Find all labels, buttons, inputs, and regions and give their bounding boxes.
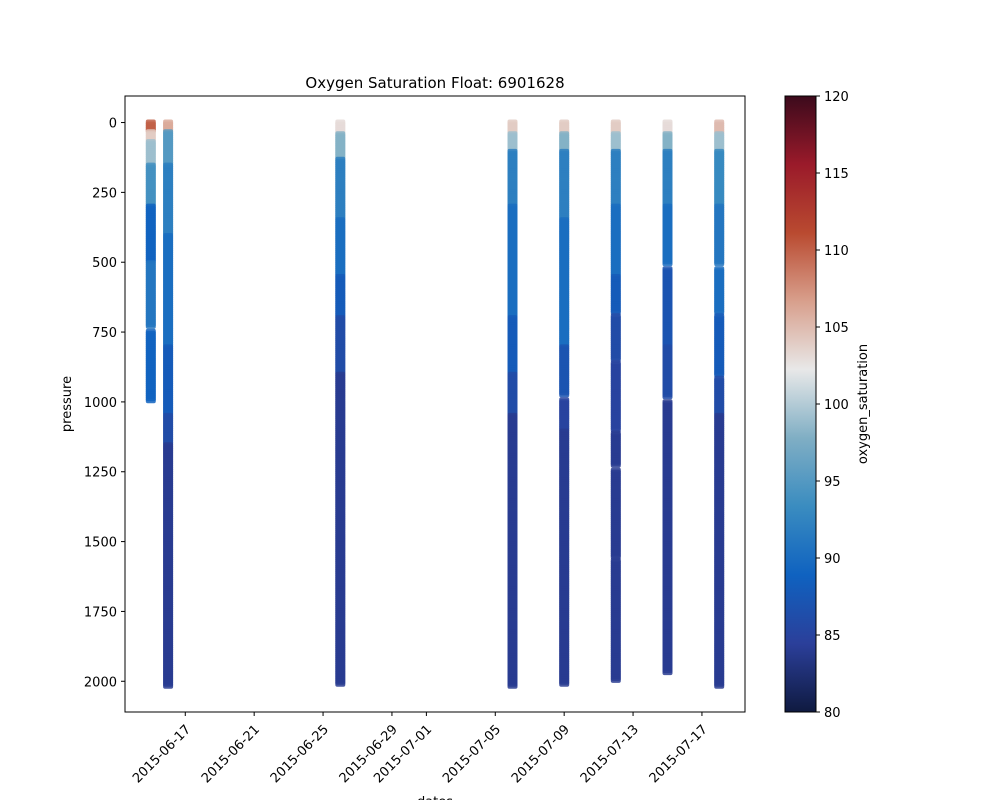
x-tick-label: 2015-07-09	[509, 722, 573, 786]
x-tick-label: 2015-07-05	[440, 722, 504, 786]
chart-title: Oxygen Saturation Float: 6901628	[305, 74, 564, 92]
plot-frame	[124, 95, 746, 713]
y-tick-label: 250	[92, 186, 117, 201]
plot-area	[125, 96, 745, 712]
colorbar-label: oxygen_saturation	[856, 344, 871, 464]
y-tick-label: 1000	[84, 396, 117, 411]
y-tick-label: 500	[92, 256, 117, 271]
y-tick-label: 2000	[84, 675, 117, 690]
data-point	[335, 680, 346, 687]
data-point	[662, 393, 673, 400]
profile-2015-06-26	[335, 119, 346, 687]
colorbar	[784, 95, 817, 713]
x-tick-label: 2015-07-17	[647, 722, 711, 786]
profile-2015-07-06	[507, 119, 518, 689]
data-point	[662, 260, 673, 267]
data-point	[507, 682, 518, 689]
data-point	[662, 669, 673, 676]
colorbar-tick-label: 80	[824, 706, 841, 721]
y-tick-label: 1250	[84, 466, 117, 481]
profile-2015-07-15	[662, 119, 673, 676]
profile-2015-07-12	[610, 119, 621, 683]
data-point	[145, 397, 156, 404]
colorbar-tick-label: 100	[824, 398, 849, 413]
colorbar-tick-label: 85	[824, 629, 841, 644]
x-axis-ticks: 2015-06-17 2015-06-21 2015-06-25 2015-06-29…	[130, 712, 711, 786]
x-axis-label: dates	[417, 795, 453, 800]
profile-2015-07-18	[714, 119, 725, 689]
colorbar-tick-label: 115	[824, 167, 849, 182]
data-point	[610, 461, 621, 468]
colorbar-tick-label: 90	[824, 552, 841, 567]
colorbar-tick-label: 120	[824, 90, 849, 105]
colorbar-tick-label: 105	[824, 321, 849, 336]
colorbar-tick-label: 110	[824, 244, 849, 259]
data-point	[559, 680, 570, 687]
x-tick-label: 2015-06-21	[199, 722, 263, 786]
y-axis-ticks: 0 250 500 750 1000 1250 1500 1750 2000	[84, 117, 125, 690]
x-tick-label: 2015-06-25	[268, 722, 332, 786]
data-point	[714, 260, 725, 267]
data-point	[559, 391, 570, 398]
x-tick-label: 2015-06-17	[130, 722, 194, 786]
colorbar-tick-label: 95	[824, 475, 841, 490]
y-axis-label: pressure	[60, 376, 75, 432]
y-tick-label: 750	[92, 326, 117, 341]
data-point	[145, 322, 156, 329]
y-tick-label: 1500	[84, 536, 117, 551]
scatter-profiles	[145, 119, 725, 689]
data-point	[714, 682, 725, 689]
data-point	[610, 676, 621, 683]
x-tick-label: 2015-07-13	[578, 722, 642, 786]
colorbar-ticks: 80 85 90 95 100 105 110 115 120	[816, 90, 849, 721]
profile-2015-06-16	[163, 119, 174, 689]
profile-2015-06-15	[145, 119, 156, 404]
y-tick-label: 0	[109, 117, 117, 132]
profile-2015-07-09	[559, 119, 570, 687]
data-point	[163, 682, 174, 689]
y-tick-label: 1750	[84, 605, 117, 620]
